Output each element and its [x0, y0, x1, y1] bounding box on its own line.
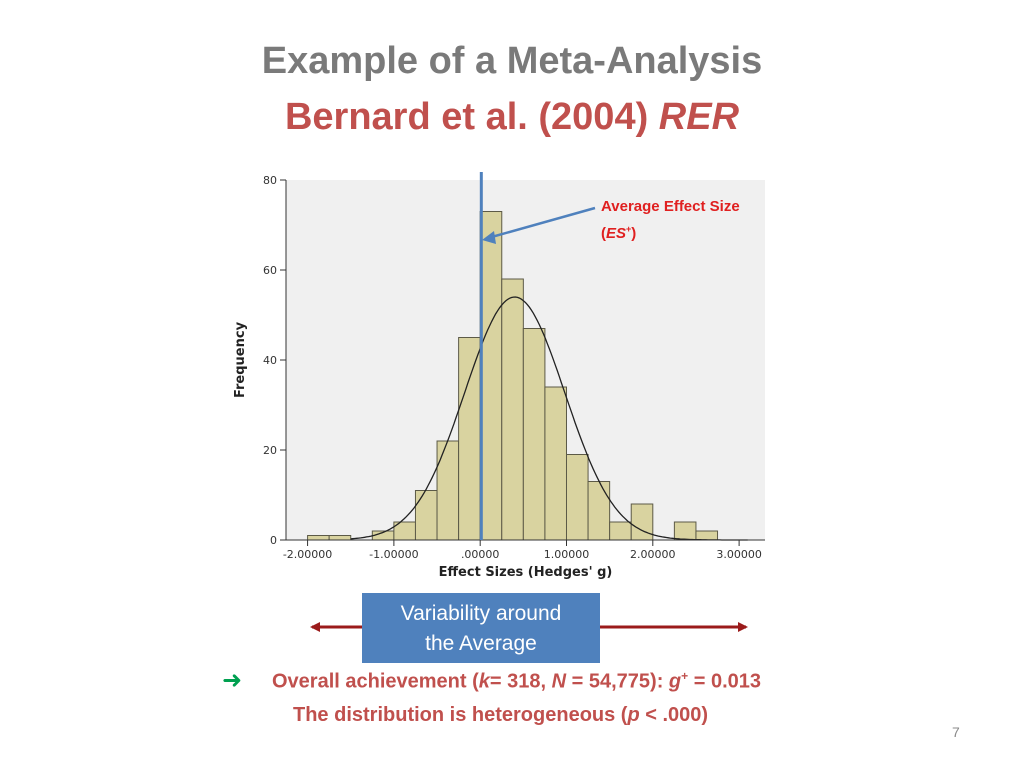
- histogram-bar: [479, 211, 503, 541]
- variability-line2: the Average: [425, 632, 537, 655]
- y-tick-label: 80: [263, 174, 277, 187]
- histogram-bar: [307, 535, 330, 541]
- histogram-bar: [587, 481, 611, 541]
- x-tick-label: 2.00000: [630, 548, 676, 561]
- y-axis-label: Frequency: [233, 321, 248, 398]
- histogram-bar: [565, 454, 589, 541]
- histogram-bar: [436, 440, 460, 541]
- annotation-line1: Average Effect Size: [601, 198, 740, 215]
- histogram-bar: [695, 530, 719, 541]
- histogram-bar: [673, 521, 697, 541]
- arrow-bullet-icon: ➜: [222, 666, 243, 694]
- y-tick-label: 20: [263, 444, 277, 457]
- x-tick-label: -2.00000: [283, 548, 332, 561]
- subtitle-journal: RER: [658, 96, 740, 138]
- histogram-chart: 0 20 40 60 80 -2.00000 -1.00000 .00000 1.00000 2.…: [233, 172, 765, 580]
- histogram-bar: [609, 521, 632, 541]
- histogram-bar: [544, 386, 567, 541]
- x-tick-label: 3.00000: [716, 548, 762, 561]
- histogram-bar: [501, 278, 524, 541]
- overall-achievement-text: Overall achievement (k= 318, N = 54,775)…: [272, 669, 761, 693]
- annotation-line2: (ES+): [601, 224, 637, 242]
- slide-subtitle: Bernard et al. (2004) RER: [0, 96, 1024, 139]
- page-number: 7: [952, 724, 960, 740]
- annotation-sup: +: [626, 224, 632, 234]
- x-tick-label: -1.00000: [369, 548, 418, 561]
- histogram-bar: [414, 490, 438, 541]
- slide-title: Example of a Meta-Analysis: [261, 40, 763, 82]
- normal-curve: [350, 296, 748, 541]
- histogram-bar: [458, 337, 481, 541]
- heterogeneity-text: The distribution is heterogeneous (p < .…: [293, 704, 709, 726]
- histogram-bar: [522, 328, 546, 541]
- average-effect-annotation: Average Effect Size (ES+): [601, 196, 740, 245]
- histogram-bar: [328, 535, 352, 541]
- annotation-pointer: [487, 206, 596, 240]
- y-tick-label: 0: [270, 534, 277, 547]
- x-axis-label: Effect Sizes (Hedges' g): [439, 565, 613, 580]
- y-tick-label: 40: [263, 354, 277, 367]
- annotation-arrowhead: [482, 231, 496, 244]
- y-tick-label: 60: [263, 264, 277, 277]
- variability-box: Variability around the Average: [362, 593, 600, 663]
- x-tick-label: .00000: [461, 548, 500, 561]
- x-tick-label: 1.00000: [544, 548, 590, 561]
- subtitle-citation: Bernard et al. (2004): [284, 96, 659, 138]
- annotation-es: ES: [606, 225, 627, 242]
- variability-line1: Variability around: [400, 602, 562, 625]
- histogram-bar: [630, 503, 654, 541]
